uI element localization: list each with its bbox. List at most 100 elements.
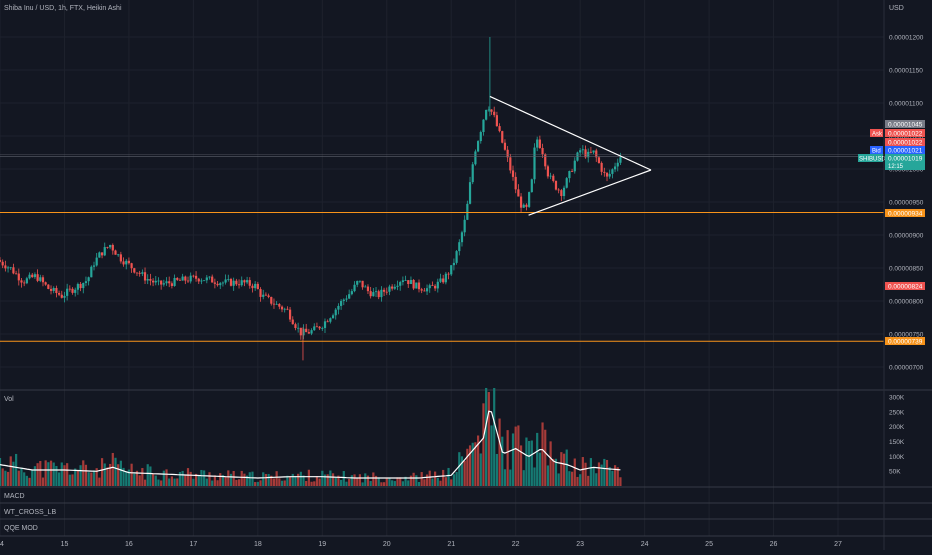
candle-body <box>557 189 560 191</box>
candle-body <box>455 251 458 263</box>
candle-body <box>493 111 496 116</box>
candle-body <box>219 283 222 286</box>
volume-bar <box>299 471 302 486</box>
bid-label-bg <box>870 146 883 154</box>
volume-bar <box>611 470 614 486</box>
candle-body <box>490 109 493 112</box>
candle-body <box>149 279 152 281</box>
volume-bar <box>356 477 359 486</box>
candle-body <box>476 141 480 152</box>
volume-bar <box>251 471 254 486</box>
candle-body <box>479 132 482 142</box>
volume-bar <box>412 472 415 486</box>
candle-body <box>501 131 504 143</box>
last-price: 0.00001019 <box>888 156 923 163</box>
time-axis-label: 22 <box>512 541 520 548</box>
candle-body <box>466 203 469 220</box>
candle-body <box>173 277 176 286</box>
price-axis-label: 0.00001200 <box>889 35 924 42</box>
candle-body <box>423 290 426 292</box>
volume-bar <box>474 442 477 486</box>
volume-bar <box>189 471 192 486</box>
volume-bar <box>361 482 364 486</box>
candle-body <box>95 257 98 266</box>
candle-body <box>111 244 114 251</box>
candle-body <box>326 321 329 323</box>
triangle-lower-line <box>528 169 652 216</box>
volume-title: Vol <box>4 396 14 403</box>
volume-bar <box>143 479 147 486</box>
candle-body <box>44 282 47 285</box>
candle-body <box>452 262 456 266</box>
volume-bar <box>181 470 184 486</box>
candle-body <box>546 166 550 177</box>
volume-bar <box>434 471 437 486</box>
volume-bar <box>79 465 82 486</box>
candle-body <box>165 281 168 284</box>
candle-body <box>399 282 402 286</box>
volume-bar <box>36 463 39 486</box>
candle-body <box>401 280 404 283</box>
volume-bar <box>315 476 319 486</box>
triangle-pattern[interactable] <box>489 95 652 216</box>
volume-bar <box>439 480 442 486</box>
candle-body <box>299 327 302 336</box>
volume-bar <box>211 480 214 486</box>
volume-bar <box>111 452 114 486</box>
candle-body <box>417 282 421 290</box>
candle-body <box>528 192 531 207</box>
candle-body <box>130 263 133 269</box>
volume-bar <box>33 466 37 486</box>
time-axis-label: 23 <box>576 541 584 548</box>
volume-axis-label: 300K <box>889 395 905 402</box>
volume-bar <box>431 478 434 486</box>
candle-body <box>471 164 474 183</box>
volume-bar <box>243 473 246 486</box>
volume-bar <box>463 460 466 486</box>
volume-bar <box>213 475 216 486</box>
volume-bar <box>288 476 292 486</box>
volume-bar <box>31 469 34 486</box>
volume-bar <box>119 460 122 486</box>
volume-bar <box>436 477 439 486</box>
volume-bar <box>103 463 106 486</box>
candle-body <box>100 252 104 256</box>
candle-body <box>117 254 120 256</box>
candle-body <box>597 157 601 163</box>
candle-body <box>431 285 434 287</box>
volume-bar <box>25 475 28 486</box>
volume-bar <box>127 469 131 486</box>
volume-bar <box>401 481 404 486</box>
volume-bar <box>15 453 18 486</box>
candle-body <box>189 275 192 282</box>
bid-price-bg <box>885 146 925 154</box>
volume-bar <box>141 468 144 486</box>
candle-body <box>235 280 238 285</box>
candle-body <box>203 280 206 282</box>
candle-body <box>519 196 523 208</box>
time-axis-label: 24 <box>641 541 649 548</box>
volume-bar <box>385 478 388 486</box>
candle-body <box>39 277 42 281</box>
volume-bar <box>506 430 509 486</box>
volume-bar <box>194 473 198 486</box>
candle-body <box>246 280 249 283</box>
candle-body <box>213 282 216 284</box>
candle-body <box>60 294 63 298</box>
candle-body <box>143 272 147 281</box>
candle-body <box>154 280 157 283</box>
wt-title: WT_CROSS_LB <box>4 509 56 516</box>
volume-bar <box>562 453 566 486</box>
candle-body <box>321 327 324 329</box>
volume-bar <box>109 463 112 486</box>
candle-body <box>460 232 464 243</box>
volume-bar <box>592 467 595 486</box>
volume-bar <box>619 477 622 486</box>
volume-axis: 300K 250K 200K 150K 100K 50K <box>889 395 905 476</box>
volume-axis-label: 150K <box>889 439 905 446</box>
candle-body <box>55 287 58 294</box>
volume-bar <box>0 457 2 486</box>
candle-body <box>584 149 587 158</box>
candle-body <box>581 149 584 151</box>
